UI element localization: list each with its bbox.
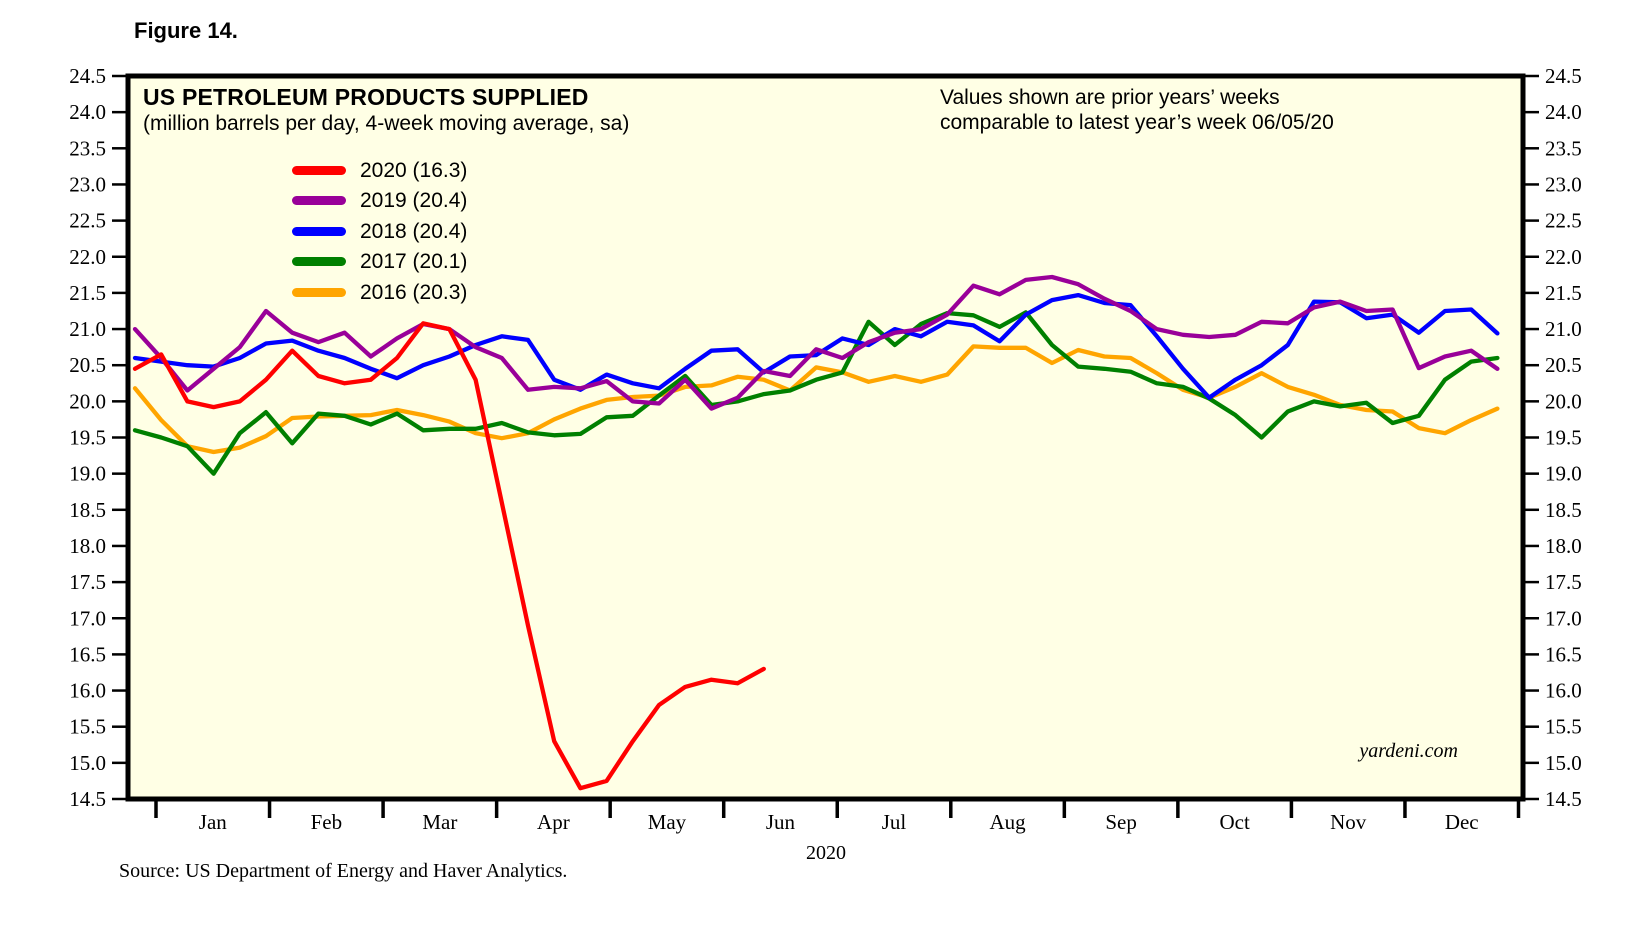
- legend-item-2016: 2016 (20.3): [292, 277, 467, 308]
- y-axis-label-left: 23.5: [69, 136, 106, 160]
- y-axis-label-right: 20.5: [1545, 353, 1582, 377]
- series-line-2016: [132, 344, 1500, 455]
- y-axis-label-right: 19.5: [1545, 426, 1582, 450]
- y-axis-label-right: 23.5: [1545, 136, 1582, 160]
- y-axis-label-left: 21.5: [69, 281, 106, 305]
- x-axis-month-label: Jan: [199, 810, 227, 834]
- y-axis-label-left: 19.0: [69, 462, 106, 486]
- legend-label-2018: 2018 (20.4): [360, 219, 468, 243]
- x-axis-month-label: Oct: [1219, 810, 1249, 834]
- y-axis-label-right: 14.5: [1545, 787, 1582, 811]
- legend-label-2020: 2020 (16.3): [360, 158, 468, 182]
- source-note: Source: US Department of Energy and Have…: [119, 860, 568, 882]
- y-axis-label-left: 15.0: [69, 751, 106, 775]
- x-axis-month-label: May: [648, 810, 687, 834]
- chart-title: US PETROLEUM PRODUCTS SUPPLIED: [143, 84, 589, 110]
- y-axis-label-right: 16.5: [1545, 642, 1582, 666]
- x-axis-month-label: Sep: [1105, 810, 1137, 834]
- x-axis-month-label: Aug: [989, 810, 1026, 834]
- x-axis-month-label: Nov: [1330, 810, 1367, 834]
- y-axis-label-left: 24.5: [69, 64, 106, 88]
- y-axis-label-left: 16.0: [69, 679, 106, 703]
- annotation-note: Values shown are prior years’ weeks comp…: [940, 85, 1334, 135]
- x-axis-year-label: 2020: [806, 842, 846, 864]
- y-axis-label-right: 24.5: [1545, 64, 1582, 88]
- y-axis-label-left: 22.0: [69, 245, 106, 269]
- legend-swatch-2017-icon: [292, 257, 346, 267]
- legend-item-2020: 2020 (16.3): [292, 155, 467, 186]
- y-axis-label-left: 19.5: [69, 426, 106, 450]
- plot-border: [125, 73, 1526, 802]
- y-axis-label-right: 24.0: [1545, 100, 1582, 124]
- legend-item-2019: 2019 (20.4): [292, 186, 467, 217]
- y-axis-label-left: 16.5: [69, 642, 106, 666]
- annotation-line-1: Values shown are prior years’ weeks: [940, 86, 1280, 109]
- y-axis-label-left: 18.5: [69, 498, 106, 522]
- legend-swatch-2018-icon: [292, 226, 346, 236]
- x-axis-month-label: Dec: [1445, 810, 1479, 834]
- x-axis-month-label: Jun: [766, 810, 796, 834]
- y-axis-label-right: 21.5: [1545, 281, 1582, 305]
- y-axis-label-left: 24.0: [69, 100, 106, 124]
- y-axis-label-left: 20.0: [69, 389, 106, 413]
- y-axis-label-right: 16.0: [1545, 679, 1582, 703]
- series-line-2017: [132, 310, 1500, 476]
- legend-item-2018: 2018 (20.4): [292, 216, 467, 247]
- y-axis-label-right: 17.5: [1545, 570, 1582, 594]
- y-axis-label-left: 17.5: [69, 570, 106, 594]
- legend-item-2017: 2017 (20.1): [292, 247, 467, 278]
- x-axis-month-label: Apr: [537, 810, 570, 834]
- y-axis-label-right: 22.0: [1545, 245, 1582, 269]
- chart-subtitle: (million barrels per day, 4-week moving …: [143, 112, 630, 135]
- watermark-yardeni: yardeni.com: [1359, 740, 1458, 762]
- y-axis-label-right: 23.0: [1545, 172, 1582, 196]
- y-axis-label-left: 23.0: [69, 172, 106, 196]
- x-axis-month-label: Feb: [311, 810, 343, 834]
- y-axis-label-left: 14.5: [69, 787, 106, 811]
- legend-swatch-2016-icon: [292, 287, 346, 297]
- figure-label: Figure 14.: [134, 18, 238, 43]
- y-axis-label-right: 15.5: [1545, 715, 1582, 739]
- annotation-line-2: comparable to latest year’s week 06/05/2…: [940, 111, 1334, 134]
- legend-swatch-2020-icon: [292, 165, 346, 175]
- legend: 2020 (16.3) 2019 (20.4) 2018 (20.4) 2017…: [292, 155, 467, 308]
- x-axis-month-label: Jul: [882, 810, 907, 834]
- legend-swatch-2019-icon: [292, 196, 346, 206]
- y-axis-label-left: 17.0: [69, 606, 106, 630]
- y-axis-label-left: 18.0: [69, 534, 106, 558]
- series-line-2019: [132, 274, 1500, 411]
- series-line-2018: [132, 292, 1500, 400]
- y-axis-label-right: 18.0: [1545, 534, 1582, 558]
- legend-label-2016: 2016 (20.3): [360, 280, 468, 304]
- y-axis-label-right: 18.5: [1545, 498, 1582, 522]
- y-axis-label-right: 20.0: [1545, 389, 1582, 413]
- plot-background: [128, 76, 1523, 799]
- y-axis-label-left: 15.5: [69, 715, 106, 739]
- series-line-2020: [132, 321, 766, 791]
- y-axis-label-right: 22.5: [1545, 209, 1582, 233]
- legend-label-2017: 2017 (20.1): [360, 250, 468, 274]
- y-axis-label-right: 15.0: [1545, 751, 1582, 775]
- y-axis-label-left: 20.5: [69, 353, 106, 377]
- y-axis-label-left: 22.5: [69, 209, 106, 233]
- y-axis-label-left: 21.0: [69, 317, 106, 341]
- y-axis-label-right: 19.0: [1545, 462, 1582, 486]
- legend-label-2019: 2019 (20.4): [360, 189, 468, 213]
- y-axis-label-right: 21.0: [1545, 317, 1582, 341]
- y-axis-label-right: 17.0: [1545, 606, 1582, 630]
- x-axis-month-label: Mar: [422, 810, 457, 834]
